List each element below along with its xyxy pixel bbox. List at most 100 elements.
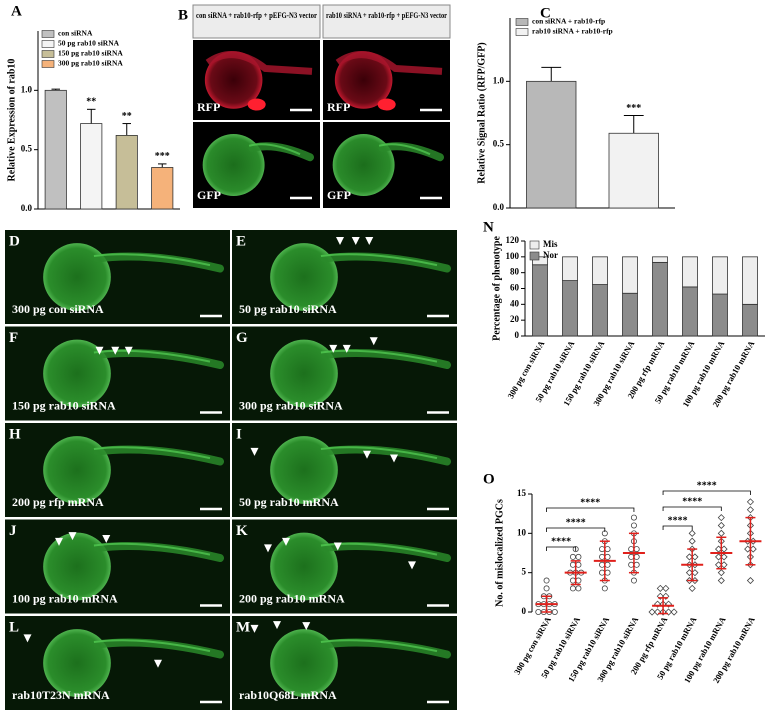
point bbox=[720, 561, 728, 569]
arrowhead bbox=[102, 535, 111, 543]
point bbox=[746, 576, 755, 585]
arrowhead bbox=[363, 450, 371, 459]
y-tick-label: 100 bbox=[506, 251, 520, 261]
tail-glow bbox=[320, 542, 438, 556]
legend-label: 300 pg rab10 siRNA bbox=[58, 59, 123, 68]
point bbox=[746, 561, 755, 569]
panel-letter: J bbox=[9, 523, 17, 539]
point bbox=[746, 498, 755, 506]
legend-label: rab10 siRNA + rab10-rfp bbox=[532, 27, 613, 36]
point bbox=[720, 553, 728, 561]
point bbox=[569, 577, 576, 584]
point bbox=[670, 608, 678, 616]
arrowhead bbox=[390, 454, 398, 463]
point bbox=[648, 608, 656, 616]
arrowhead bbox=[95, 346, 104, 355]
bar bbox=[115, 135, 138, 210]
y-tick-label: 5 bbox=[522, 567, 527, 577]
tail-glow bbox=[93, 446, 211, 460]
bar bbox=[608, 132, 659, 209]
bar-segment bbox=[712, 293, 728, 337]
legend-label: Mis bbox=[543, 239, 558, 249]
y-tick-label: 10 bbox=[517, 527, 527, 537]
point bbox=[551, 609, 558, 616]
panel-label: rab10Q68L mRNA bbox=[239, 688, 337, 702]
arrowhead bbox=[154, 659, 162, 668]
channel-label: GFP bbox=[327, 188, 351, 202]
tail bbox=[320, 252, 451, 273]
bar-segment bbox=[622, 292, 638, 337]
panel-label: 200 pg rfp mRNA bbox=[12, 495, 104, 509]
point bbox=[664, 608, 673, 616]
panel-letter: F bbox=[9, 330, 18, 346]
legend-swatch bbox=[515, 18, 529, 26]
arrowhead bbox=[264, 544, 272, 553]
y-axis-label: Percentage of phenotype bbox=[491, 236, 502, 341]
panel-label: 50 pg rab10 siRNA bbox=[239, 302, 337, 316]
yolk bbox=[270, 629, 338, 697]
tail-glow bbox=[320, 639, 438, 653]
significance: **** bbox=[668, 515, 688, 526]
bar-segment bbox=[562, 280, 578, 337]
yolk bbox=[43, 436, 111, 504]
bar bbox=[44, 89, 67, 210]
bar-segment bbox=[682, 256, 698, 288]
significance: **** bbox=[697, 480, 717, 491]
image bbox=[232, 423, 457, 517]
significance: **** bbox=[566, 517, 586, 528]
significance: **** bbox=[551, 536, 571, 547]
bar bbox=[526, 80, 577, 209]
tail-glow bbox=[320, 349, 438, 363]
point bbox=[572, 546, 579, 553]
bracket bbox=[546, 546, 577, 551]
legend-label: Nor bbox=[543, 250, 558, 260]
embryo-body bbox=[205, 51, 313, 75]
arrowhead bbox=[302, 622, 311, 631]
point bbox=[717, 514, 725, 522]
point bbox=[604, 561, 611, 568]
y-axis-label: No. of mislocalized PGCs bbox=[494, 499, 505, 607]
image-header: rab10 siRNA + rab10-rfp + pEFG-N3 vector bbox=[326, 10, 447, 20]
y-tick-label: 60 bbox=[510, 283, 520, 293]
point bbox=[653, 600, 662, 608]
bar bbox=[80, 123, 103, 210]
point bbox=[599, 553, 606, 560]
bracket bbox=[546, 527, 606, 532]
legend-swatch bbox=[41, 30, 55, 38]
point bbox=[633, 546, 640, 553]
yolk bbox=[334, 51, 393, 109]
y-axis-label: Relative Signal Ratio (RFP/GFP) bbox=[476, 42, 487, 183]
y-tick-label: 0 bbox=[522, 606, 527, 616]
y-tick-label: 15 bbox=[517, 488, 527, 498]
point bbox=[628, 546, 635, 553]
panel-letter: C bbox=[540, 5, 551, 21]
tail bbox=[93, 541, 224, 563]
point bbox=[691, 553, 699, 561]
arrowhead bbox=[55, 537, 63, 546]
bracket bbox=[662, 506, 722, 511]
arrowhead bbox=[342, 344, 351, 353]
tail-glow bbox=[248, 143, 301, 156]
red-patch bbox=[247, 98, 266, 111]
point bbox=[535, 609, 542, 616]
bar-segment bbox=[652, 256, 668, 263]
legend-swatch bbox=[515, 28, 529, 36]
y-tick-label: 0 bbox=[515, 330, 520, 340]
bar-segment bbox=[562, 256, 578, 281]
tail bbox=[320, 445, 451, 466]
point bbox=[569, 561, 576, 568]
panel-label: 300 pg con siRNA bbox=[12, 302, 104, 316]
yolk bbox=[270, 532, 338, 601]
point bbox=[662, 592, 670, 600]
bracket bbox=[546, 507, 635, 512]
panel-label: 100 pg rab10 mRNA bbox=[12, 591, 118, 605]
yolk bbox=[43, 243, 111, 311]
tail-glow bbox=[378, 143, 431, 156]
significance: *** bbox=[626, 103, 641, 114]
tail bbox=[93, 348, 224, 370]
panel-label: 50 pg rab10 mRNA bbox=[239, 495, 339, 509]
legend-swatch bbox=[529, 240, 540, 250]
tail-glow bbox=[320, 253, 438, 267]
arrowhead bbox=[329, 344, 338, 353]
